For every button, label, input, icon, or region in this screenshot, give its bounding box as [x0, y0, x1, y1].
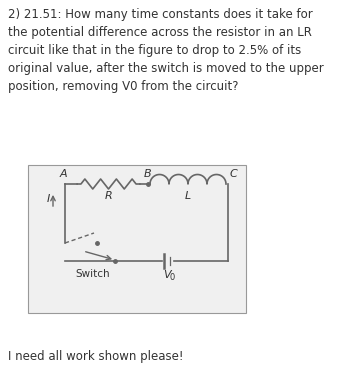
- Text: I need all work shown please!: I need all work shown please!: [8, 350, 183, 363]
- Text: C: C: [230, 169, 238, 179]
- Text: 0: 0: [169, 273, 175, 282]
- Text: Switch: Switch: [76, 269, 110, 279]
- Text: L: L: [185, 191, 191, 201]
- Text: B: B: [144, 169, 152, 179]
- Text: R: R: [105, 191, 112, 201]
- Bar: [28, 165, 246, 313]
- Text: V: V: [163, 270, 171, 280]
- Text: 2) 21.51: How many time constants does it take for
the potential difference acro: 2) 21.51: How many time constants does i…: [8, 8, 324, 93]
- Text: I: I: [47, 194, 50, 204]
- Text: A: A: [59, 169, 67, 179]
